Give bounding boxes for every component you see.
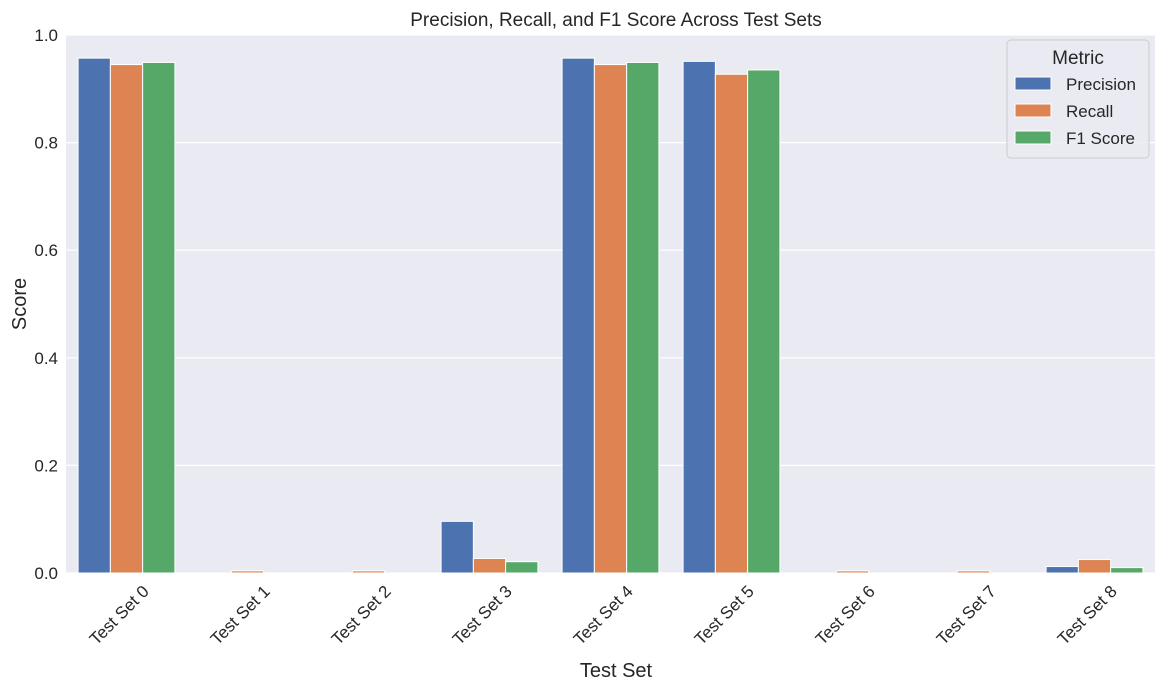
legend: Metric Precision Recall F1 Score (1006, 39, 1150, 159)
x-tick-label: Test Set 1 (207, 582, 274, 649)
x-axis-ticks: Test Set 0 Test Set 1 Test Set 2 Test Set 3… (86, 582, 1121, 649)
legend-label: Recall (1066, 102, 1113, 121)
bar-recall-1 (230, 570, 265, 574)
x-tick-label: Test Set 2 (328, 582, 395, 649)
bar-f1-score-0 (142, 61, 176, 574)
legend-swatch (1014, 76, 1052, 91)
legend-label: F1 Score (1066, 129, 1135, 148)
legend-swatch (1014, 103, 1052, 118)
bar-precision-4 (561, 57, 595, 574)
y-axis-ticks: 0.0 0.2 0.4 0.6 0.8 1.0 (34, 26, 58, 583)
bar-f1-score-4 (626, 61, 660, 574)
bar-recall-5 (714, 73, 749, 574)
y-axis-label: Score (9, 278, 31, 330)
x-tick-label: Test Set 4 (570, 582, 637, 649)
y-tick-label: 0.6 (34, 241, 58, 260)
chart-title: Precision, Recall, and F1 Score Across T… (410, 10, 822, 31)
bar-recall-4 (593, 64, 628, 574)
x-axis-label: Test Set (580, 660, 653, 682)
bar-precision-5 (682, 60, 716, 574)
legend-label: Precision (1066, 75, 1136, 94)
x-tick-label: Test Set 8 (1054, 582, 1121, 649)
x-tick-label: Test Set 3 (449, 582, 516, 649)
y-tick-label: 0.4 (34, 349, 58, 368)
bar-recall-2 (351, 570, 386, 574)
x-tick-label: Test Set 7 (933, 582, 1000, 649)
y-tick-label: 0.2 (34, 456, 58, 475)
x-tick-label: Test Set 0 (86, 582, 153, 649)
bar-f1-score-3 (505, 561, 539, 574)
bar-precision-8 (1045, 566, 1079, 574)
bar-f1-score-5 (747, 69, 781, 574)
bar-f1-score-8 (1110, 567, 1144, 574)
y-tick-label: 1.0 (34, 26, 58, 45)
bar-recall-0 (109, 64, 144, 574)
legend-swatch (1014, 130, 1052, 145)
bar-recall-6 (835, 570, 870, 574)
bar-recall-3 (472, 557, 507, 574)
x-tick-label: Test Set 6 (812, 582, 879, 649)
bar-recall-7 (956, 570, 991, 574)
legend-box (1006, 39, 1150, 159)
y-tick-label: 0.0 (34, 564, 58, 583)
bar-precision-3 (440, 520, 474, 574)
bars (77, 57, 1144, 574)
legend-title: Metric (1052, 48, 1104, 69)
x-tick-label: Test Set 5 (691, 582, 758, 649)
y-tick-label: 0.8 (34, 134, 58, 153)
bar-recall-8 (1077, 559, 1112, 574)
bar-precision-0 (77, 57, 111, 574)
